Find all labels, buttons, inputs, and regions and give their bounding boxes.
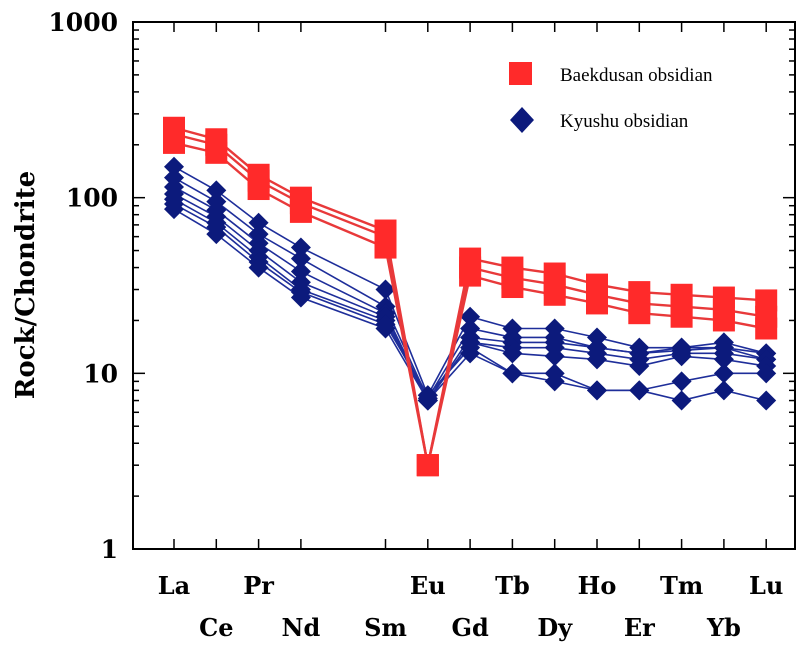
x-tick-label: Tb	[495, 571, 530, 600]
data-point-square	[289, 200, 312, 223]
data-point-diamond	[164, 156, 184, 177]
data-point-square	[712, 309, 735, 332]
y-axis-labels: 1 10 100 1000	[48, 8, 118, 564]
data-point-diamond	[502, 343, 523, 364]
x-tick-label: Yb	[706, 613, 741, 642]
series-layer	[163, 116, 778, 477]
legend-label-kyushu: Kyushu obsidian	[560, 111, 689, 132]
data-point-diamond	[671, 371, 692, 392]
data-point-diamond	[206, 180, 227, 201]
data-point-diamond	[544, 371, 565, 392]
data-point-square	[205, 141, 228, 164]
data-point-diamond	[756, 363, 777, 384]
y-tick-label: 1	[101, 535, 118, 564]
data-point-diamond	[460, 306, 481, 327]
data-point-diamond	[629, 356, 650, 377]
x-tick-label: Nd	[282, 613, 321, 642]
y-tick-label: 100	[66, 184, 118, 213]
data-point-diamond	[713, 349, 734, 370]
data-point-square	[416, 454, 439, 477]
data-point-diamond	[290, 237, 311, 258]
data-point-diamond	[713, 380, 734, 401]
x-tick-label: Ho	[578, 571, 617, 600]
legend-marker-baekdusan	[509, 62, 532, 85]
legend-marker-kyushu	[510, 107, 534, 133]
data-point-square	[163, 131, 185, 154]
data-point-square	[247, 178, 270, 201]
data-point-diamond	[290, 287, 311, 308]
x-tick-label: Tm	[660, 571, 703, 600]
data-point-diamond	[290, 248, 311, 269]
x-tick-label: Gd	[451, 613, 488, 642]
data-point-diamond	[164, 199, 184, 220]
data-point-diamond	[587, 380, 607, 401]
x-tick-label: Er	[624, 613, 655, 642]
data-point-diamond	[417, 390, 438, 411]
data-point-diamond	[544, 346, 565, 367]
data-point-diamond	[713, 363, 734, 384]
data-point-diamond	[248, 212, 269, 233]
plot-area-border	[132, 21, 796, 550]
data-point-diamond	[206, 224, 227, 245]
data-point-square	[501, 276, 524, 299]
data-point-diamond	[587, 349, 607, 370]
data-point-diamond	[671, 346, 692, 367]
data-point-square	[459, 264, 482, 287]
data-point-square	[628, 302, 651, 325]
data-point-diamond	[460, 343, 481, 364]
x-tick-label: La	[158, 571, 190, 600]
data-point-diamond	[248, 257, 269, 278]
y-tick-label: 10	[83, 359, 118, 388]
y-tick-label: 1000	[48, 8, 118, 37]
data-point-diamond	[756, 390, 777, 411]
data-point-diamond	[502, 363, 523, 384]
legend: Baekdusan obsidian Kyushu obsidian	[509, 62, 713, 133]
data-point-square	[543, 283, 566, 306]
x-tick-label: Dy	[537, 613, 573, 642]
legend-label-baekdusan: Baekdusan obsidian	[560, 65, 713, 86]
data-point-square	[755, 317, 778, 340]
x-tick-label: Pr	[243, 571, 274, 600]
x-tick-label: Sm	[364, 613, 407, 642]
axis-ticks	[133, 22, 795, 549]
data-point-diamond	[290, 261, 311, 282]
data-point-square	[586, 292, 608, 315]
x-tick-label: Lu	[749, 571, 783, 600]
x-tick-label: Ce	[199, 613, 233, 642]
x-tick-label: Eu	[410, 571, 446, 600]
data-point-diamond	[671, 390, 692, 411]
data-point-diamond	[375, 279, 396, 300]
data-point-diamond	[629, 380, 650, 401]
y-axis-title: Rock/Chondrite	[11, 171, 41, 399]
data-point-diamond	[375, 318, 396, 339]
data-point-square	[670, 305, 693, 328]
data-point-diamond	[587, 327, 607, 348]
data-point-square	[374, 236, 397, 259]
